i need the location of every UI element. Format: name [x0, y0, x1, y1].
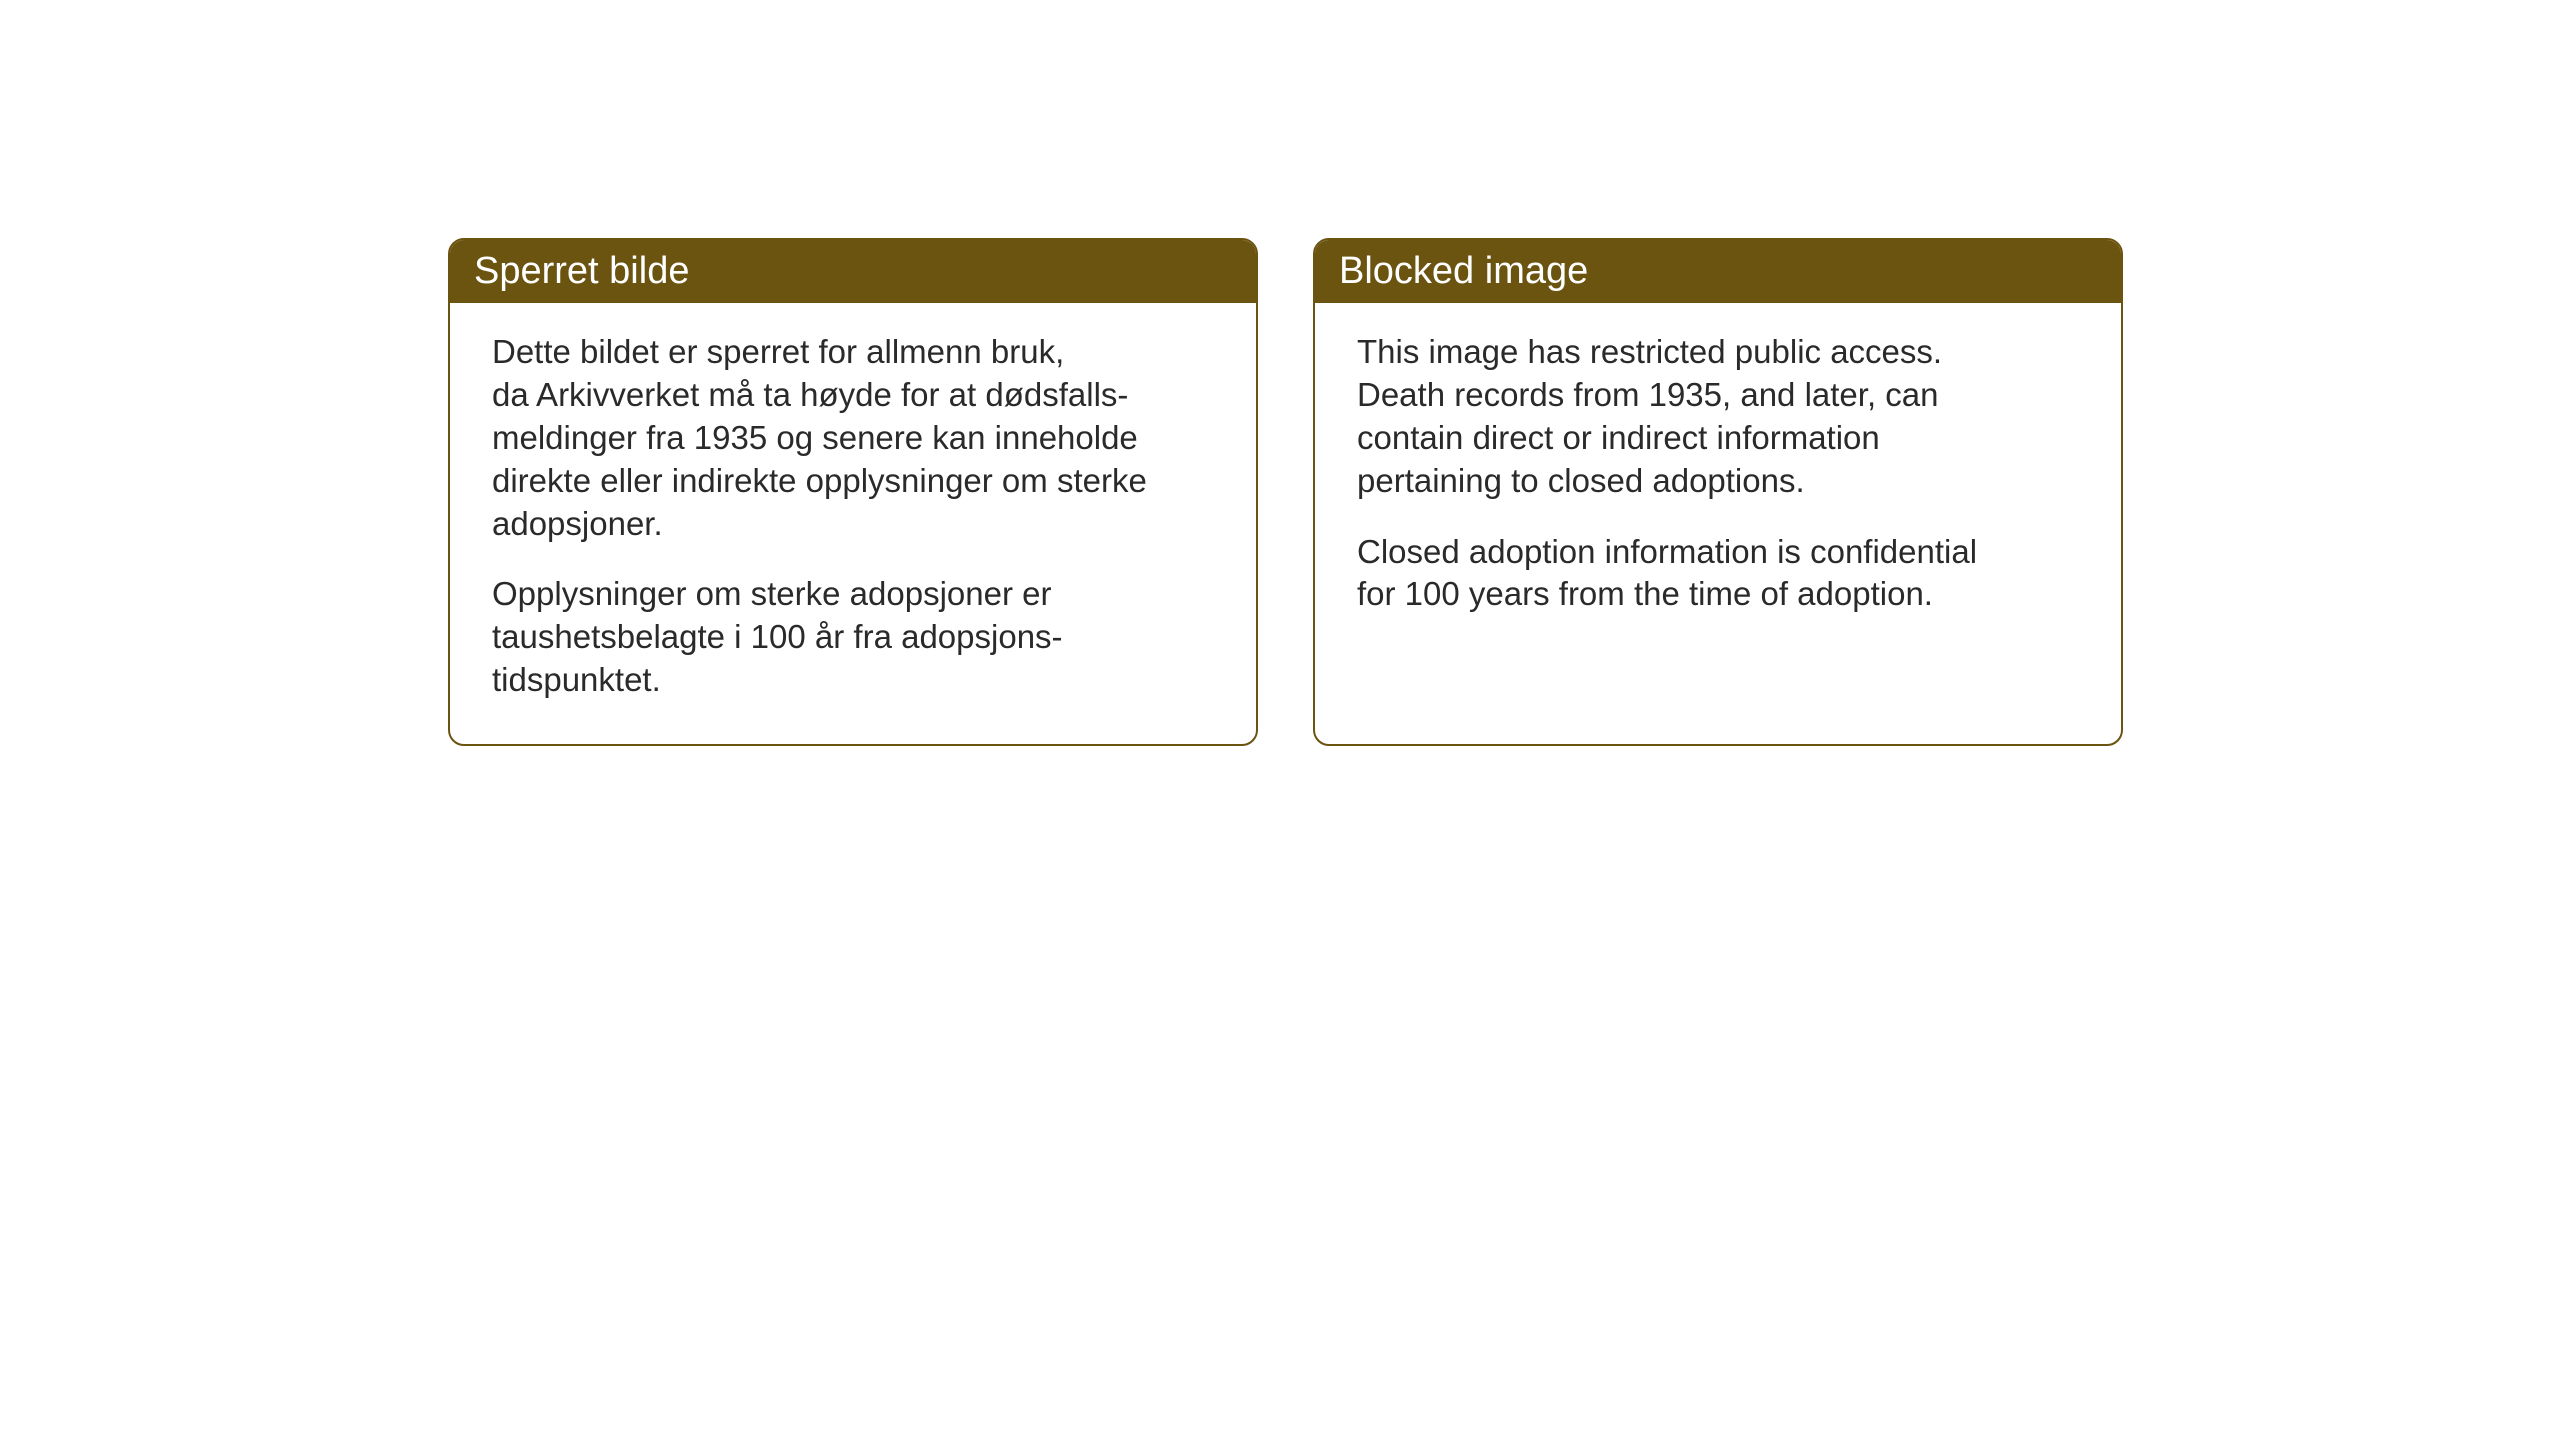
card-header-norwegian: Sperret bilde [450, 240, 1256, 303]
card-norwegian: Sperret bilde Dette bildet er sperret fo… [448, 238, 1258, 746]
card-paragraph-1-norwegian: Dette bildet er sperret for allmenn bruk… [492, 331, 1214, 545]
card-title-norwegian: Sperret bilde [474, 250, 689, 292]
card-header-english: Blocked image [1315, 240, 2121, 303]
card-english: Blocked image This image has restricted … [1313, 238, 2123, 746]
card-paragraph-1-english: This image has restricted public access.… [1357, 331, 2079, 503]
card-body-english: This image has restricted public access.… [1315, 303, 2121, 733]
card-title-english: Blocked image [1339, 250, 1588, 292]
card-body-norwegian: Dette bildet er sperret for allmenn bruk… [450, 303, 1256, 744]
card-paragraph-2-norwegian: Opplysninger om sterke adopsjoner er tau… [492, 573, 1214, 702]
cards-container: Sperret bilde Dette bildet er sperret fo… [448, 238, 2123, 746]
card-paragraph-2-english: Closed adoption information is confident… [1357, 531, 2079, 617]
